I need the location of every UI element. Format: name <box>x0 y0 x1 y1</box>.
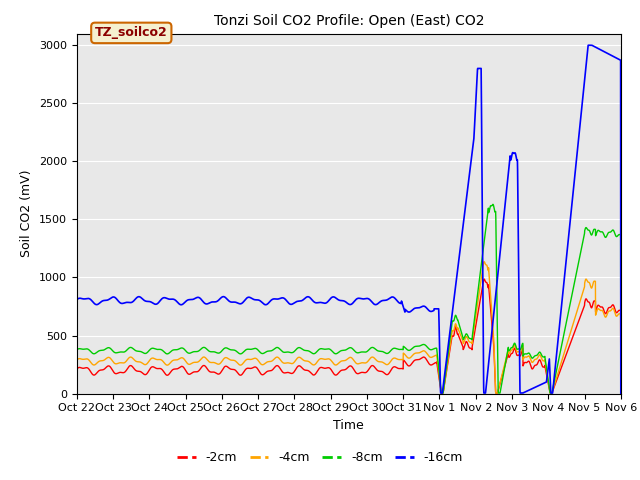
Text: TZ_soilco2: TZ_soilco2 <box>95 26 168 39</box>
Title: Tonzi Soil CO2 Profile: Open (East) CO2: Tonzi Soil CO2 Profile: Open (East) CO2 <box>214 14 484 28</box>
Legend: -2cm, -4cm, -8cm, -16cm: -2cm, -4cm, -8cm, -16cm <box>172 446 468 469</box>
X-axis label: Time: Time <box>333 419 364 432</box>
Y-axis label: Soil CO2 (mV): Soil CO2 (mV) <box>20 170 33 257</box>
